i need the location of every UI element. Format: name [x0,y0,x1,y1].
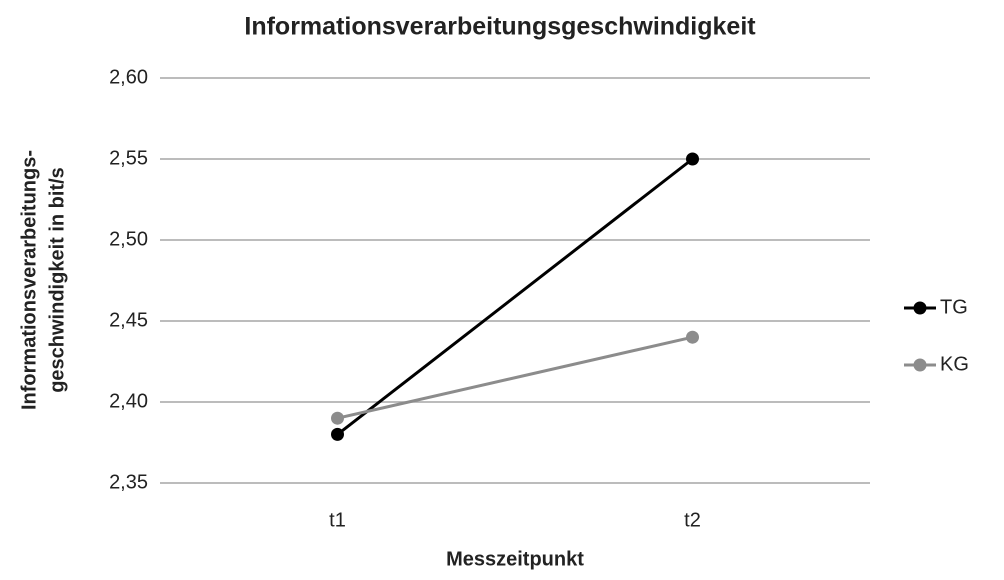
x-tick-label: t1 [329,509,346,531]
y-tick-label: 2,55 [109,147,148,169]
x-tick-label: t2 [684,509,701,531]
y-tick-label: 2,50 [109,228,148,250]
point [331,427,344,441]
chart-title: Informationsverarbeitungsgeschwindigkeit [244,13,756,41]
y-axis-label: Informationsverarbeitungs- [18,150,40,410]
y-axis-label: geschwindigkeit in bit/s [46,167,68,393]
point [686,330,699,344]
series-line [336,157,694,436]
y-tick-label: 2,35 [109,471,148,493]
y-tick-label: 2,40 [109,390,148,412]
legend-label: KG [940,353,969,375]
y-tick-label: 2,60 [109,66,148,88]
legend-label: TG [940,296,968,318]
x-axis-label: Messzeitpunkt [446,548,584,570]
point [686,152,699,166]
legend-marker [913,358,927,372]
legend-marker [913,301,927,315]
series-line [337,335,693,420]
point [331,411,344,425]
y-tick-label: 2,45 [109,309,148,331]
